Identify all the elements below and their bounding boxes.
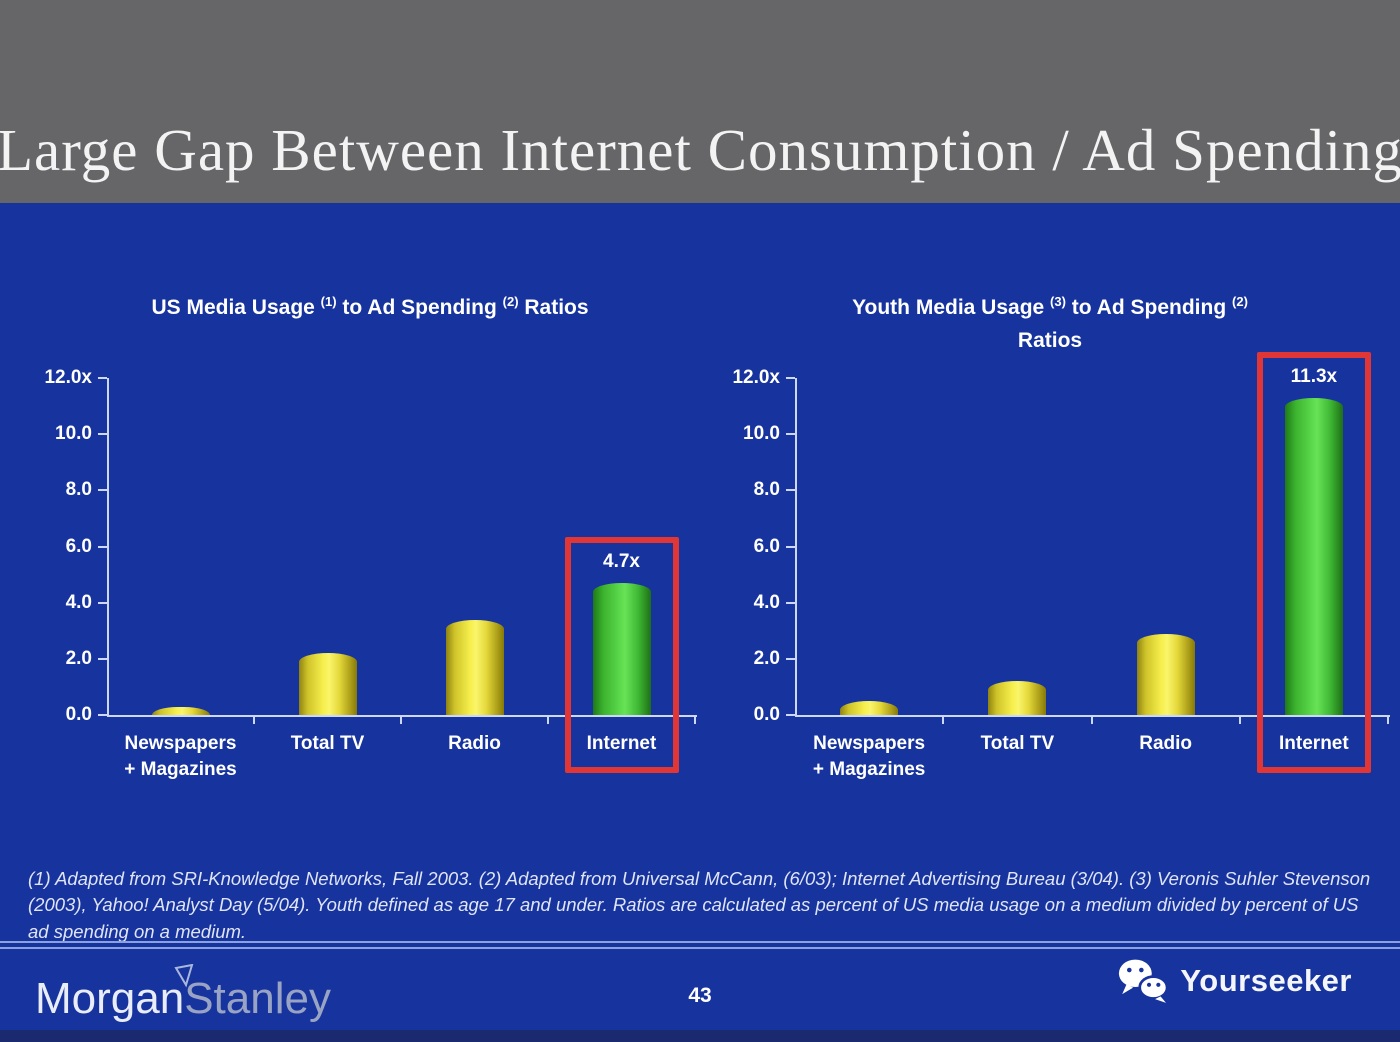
x-axis-tick xyxy=(1090,715,1093,724)
footer-divider xyxy=(0,941,1400,949)
x-axis-tick xyxy=(400,715,402,724)
bar-total-tv xyxy=(988,681,1047,715)
title-superscript: (2) xyxy=(1232,294,1248,309)
x-category-label: Radio xyxy=(1139,733,1193,754)
y-tick-label: 12.0x xyxy=(44,367,92,388)
us-media-usage-chart: 12.0x 10.0 8.0 6.0 4.0 2.0 0.0 Newspapers + Mag… xyxy=(30,367,710,800)
x-axis-tick xyxy=(1238,715,1241,724)
highlight-box xyxy=(1256,351,1371,773)
x-axis-tick xyxy=(547,715,549,724)
y-tick-label: 2.0 xyxy=(753,647,780,669)
y-axis xyxy=(795,378,797,715)
y-axis-tick xyxy=(786,657,795,660)
slide-title: Large Gap Between Internet Consumption /… xyxy=(0,117,1400,183)
y-axis-tick xyxy=(786,489,795,492)
y-axis-tick xyxy=(786,377,795,379)
title-superscript: (2) xyxy=(502,294,519,309)
chart-title-youth-media: Youth Media Usage (3) to Ad Spending (2)… xyxy=(765,292,1335,357)
highlight-box xyxy=(564,537,679,773)
youth-media-usage-chart: 12.0x 10.0 8.0 6.0 4.0 2.0 0.0 Newspapers + Mag… xyxy=(718,351,1398,800)
yourseeker-logo: Yourseeker xyxy=(1116,958,1352,1004)
y-axis xyxy=(107,378,109,715)
x-category-label: Total TV xyxy=(980,733,1055,754)
title-text: Ratios xyxy=(518,296,589,319)
y-tick-label: 6.0 xyxy=(65,535,92,557)
bar-radio xyxy=(445,619,504,715)
bar-newspapers-magazines xyxy=(840,700,899,715)
x-axis-tick xyxy=(1387,715,1389,724)
y-axis-tick xyxy=(98,601,107,604)
wechat-icon xyxy=(1119,959,1169,1003)
bar-newspapers-magazines xyxy=(151,706,210,715)
brand-stanley: Stanley xyxy=(184,974,331,1023)
y-axis-tick xyxy=(786,714,795,716)
title-text: Youth Media Usage xyxy=(852,296,1051,319)
y-axis-tick xyxy=(98,657,107,660)
x-category-label: Internet xyxy=(586,733,657,754)
x-axis-tick xyxy=(253,715,255,724)
yourseeker-label: Yourseeker xyxy=(1180,963,1352,998)
y-tick-label: 10.0 xyxy=(743,423,780,445)
footnote: (1) Adapted from SRI-Knowledge Networks,… xyxy=(28,868,1371,942)
title-superscript: (1) xyxy=(320,294,337,309)
slide-header: Large Gap Between Internet Consumption /… xyxy=(0,0,1400,203)
bar-value-label: 4.7x xyxy=(603,551,640,572)
bar-value-label: 11.3x xyxy=(1290,365,1338,387)
x-category-label: Internet xyxy=(1279,733,1349,754)
x-axis-tick xyxy=(694,715,696,724)
y-tick-label: 0.0 xyxy=(753,704,780,725)
x-category-label: Newspapers + Magazines xyxy=(124,733,237,780)
y-axis-tick xyxy=(786,601,795,604)
y-axis-tick xyxy=(786,433,795,436)
y-tick-label: 8.0 xyxy=(753,479,780,501)
bar-internet xyxy=(1284,397,1343,715)
title-text: to Ad Spending xyxy=(336,296,503,319)
title-text: Ratios xyxy=(1017,328,1083,352)
bar-total-tv xyxy=(298,653,357,715)
brand-morgan: Morgan xyxy=(35,974,185,1023)
x-axis xyxy=(107,715,697,717)
y-tick-label: 2.0 xyxy=(65,647,92,669)
y-axis-tick xyxy=(98,377,107,379)
x-category-label: Radio xyxy=(448,733,501,754)
title-text: US Media Usage xyxy=(151,296,321,319)
y-axis-tick xyxy=(786,545,795,548)
y-tick-label: 6.0 xyxy=(753,535,780,557)
bar-internet xyxy=(592,583,651,715)
bottom-strip xyxy=(0,1030,1400,1042)
x-axis-tick xyxy=(942,715,945,724)
y-axis-tick xyxy=(98,489,107,492)
y-tick-label: 4.0 xyxy=(65,591,92,613)
y-tick-label: 10.0 xyxy=(55,423,92,445)
y-tick-label: 8.0 xyxy=(65,479,92,501)
x-axis xyxy=(795,715,1390,717)
title-superscript: (3) xyxy=(1050,294,1066,309)
morgan-stanley-logo: MorganStanley xyxy=(35,964,331,1030)
logo-pennant-icon xyxy=(174,964,194,988)
y-tick-label: 12.0x xyxy=(732,367,780,388)
y-tick-label: 0.0 xyxy=(65,704,92,725)
y-axis-tick xyxy=(98,714,107,716)
y-tick-label: 4.0 xyxy=(753,591,780,613)
page-number: 43 xyxy=(688,984,712,1007)
chart-title-us-media: US Media Usage (1) to Ad Spending (2) Ra… xyxy=(75,292,665,325)
bar-radio xyxy=(1136,633,1195,715)
x-category-label: Total TV xyxy=(290,733,365,754)
x-category-label: Newspapers + Magazines xyxy=(812,733,926,780)
y-axis-tick xyxy=(98,545,107,548)
y-axis-tick xyxy=(98,433,107,436)
title-text: to Ad Spending xyxy=(1065,296,1232,319)
